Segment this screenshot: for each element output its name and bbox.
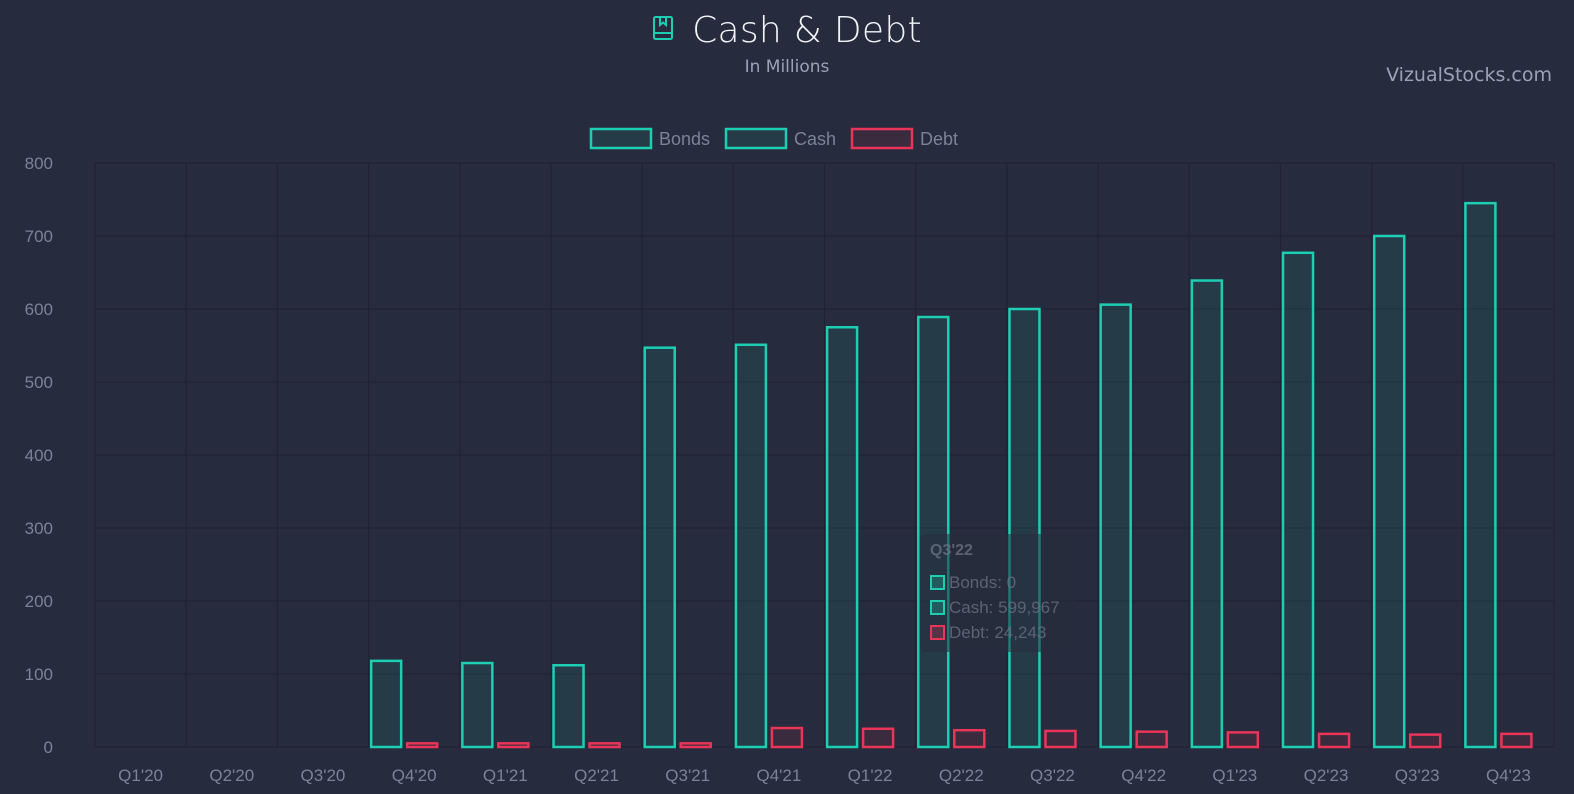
legend-swatch-bonds xyxy=(589,127,653,150)
chart-tooltip: Q3'22 Bonds: 0 Cash: 599,967 Debt: 24,24… xyxy=(920,534,1074,652)
x-tick-label: Q4'20 xyxy=(392,766,437,785)
bar-debt xyxy=(588,742,621,749)
bar-cash xyxy=(461,661,494,749)
bar-cash xyxy=(917,315,950,749)
y-tick-label: 0 xyxy=(44,738,53,757)
bar-cash xyxy=(1464,201,1497,749)
x-tick-label: Q2'23 xyxy=(1304,766,1349,785)
y-tick-label: 700 xyxy=(25,227,53,246)
tooltip-title: Q3'22 xyxy=(930,542,973,559)
bar-debt xyxy=(1317,732,1351,749)
tooltip-row-bonds: Bonds: 0 xyxy=(930,570,1064,595)
bar-cash xyxy=(1008,307,1041,749)
x-tick-label: Q3'20 xyxy=(301,766,346,785)
bar-debt xyxy=(1135,730,1168,749)
book-bookmark-icon xyxy=(652,15,674,46)
bar-debt xyxy=(1500,732,1533,749)
bar-cash xyxy=(643,346,676,749)
x-tick-label: Q4'23 xyxy=(1486,766,1531,785)
x-tick-label: Q1'21 xyxy=(483,766,528,785)
bar-cash xyxy=(1190,279,1224,749)
tooltip-label-debt: Debt: 24,243 xyxy=(949,622,1047,642)
bar-debt xyxy=(953,728,986,749)
bar-cash xyxy=(552,663,585,749)
y-tick-label: 400 xyxy=(25,446,53,465)
x-tick-label: Q2'22 xyxy=(939,766,984,785)
bar-debt xyxy=(770,726,804,749)
x-tick-label: Q3'22 xyxy=(1030,766,1075,785)
x-tick-label: Q3'23 xyxy=(1395,766,1440,785)
bar-cash xyxy=(369,659,403,749)
tooltip-swatch-debt xyxy=(930,625,945,640)
y-tick-label: 600 xyxy=(25,300,53,319)
tooltip-label-bonds: Bonds: 0 xyxy=(949,572,1017,592)
bar-debt xyxy=(405,742,439,749)
y-tick-label: 500 xyxy=(25,373,53,392)
bar-debt xyxy=(1226,731,1260,749)
bar-debt xyxy=(679,742,712,749)
y-tick-label: 100 xyxy=(25,665,53,684)
x-tick-label: Q4'21 xyxy=(756,766,801,785)
x-tick-label: Q4'22 xyxy=(1121,766,1166,785)
x-tick-label: Q1'20 xyxy=(118,766,163,785)
tooltip-swatch-bonds xyxy=(930,575,945,590)
x-tick-label: Q1'22 xyxy=(848,766,893,785)
chart-header: Cash & Debt In Millions xyxy=(0,10,1574,77)
bar-cash xyxy=(825,326,859,749)
legend-swatch-cash xyxy=(724,127,788,150)
bar-debt xyxy=(861,727,895,749)
tooltip-swatch-cash xyxy=(930,600,945,615)
bar-debt xyxy=(1044,729,1077,749)
tooltip-row-debt: Debt: 24,243 xyxy=(930,620,1064,645)
watermark: VizualStocks.com xyxy=(1386,64,1552,86)
bar-cash xyxy=(1099,303,1132,749)
x-tick-label: Q3'21 xyxy=(665,766,710,785)
x-tick-label: Q2'20 xyxy=(209,766,254,785)
bar-debt xyxy=(1408,733,1442,749)
tooltip-row-cash: Cash: 599,967 xyxy=(930,595,1064,620)
tooltip-label-cash: Cash: 599,967 xyxy=(949,597,1060,617)
legend-label-bonds: Bonds xyxy=(659,129,710,149)
bar-cash xyxy=(1372,234,1406,749)
x-tick-label: Q2'21 xyxy=(574,766,619,785)
y-tick-label: 300 xyxy=(25,519,53,538)
bar-cash xyxy=(734,343,768,749)
legend-swatch-debt xyxy=(850,127,914,150)
chart-subtitle: In Millions xyxy=(744,57,830,77)
y-tick-label: 200 xyxy=(25,592,53,611)
legend-label-cash: Cash xyxy=(794,129,836,149)
chart-title: Cash & Debt xyxy=(692,10,922,51)
x-tick-label: Q1'23 xyxy=(1212,766,1257,785)
bar-debt xyxy=(497,742,530,749)
bar-cash xyxy=(1281,251,1315,749)
y-tick-label: 800 xyxy=(25,154,53,173)
legend-label-debt: Debt xyxy=(920,129,958,149)
